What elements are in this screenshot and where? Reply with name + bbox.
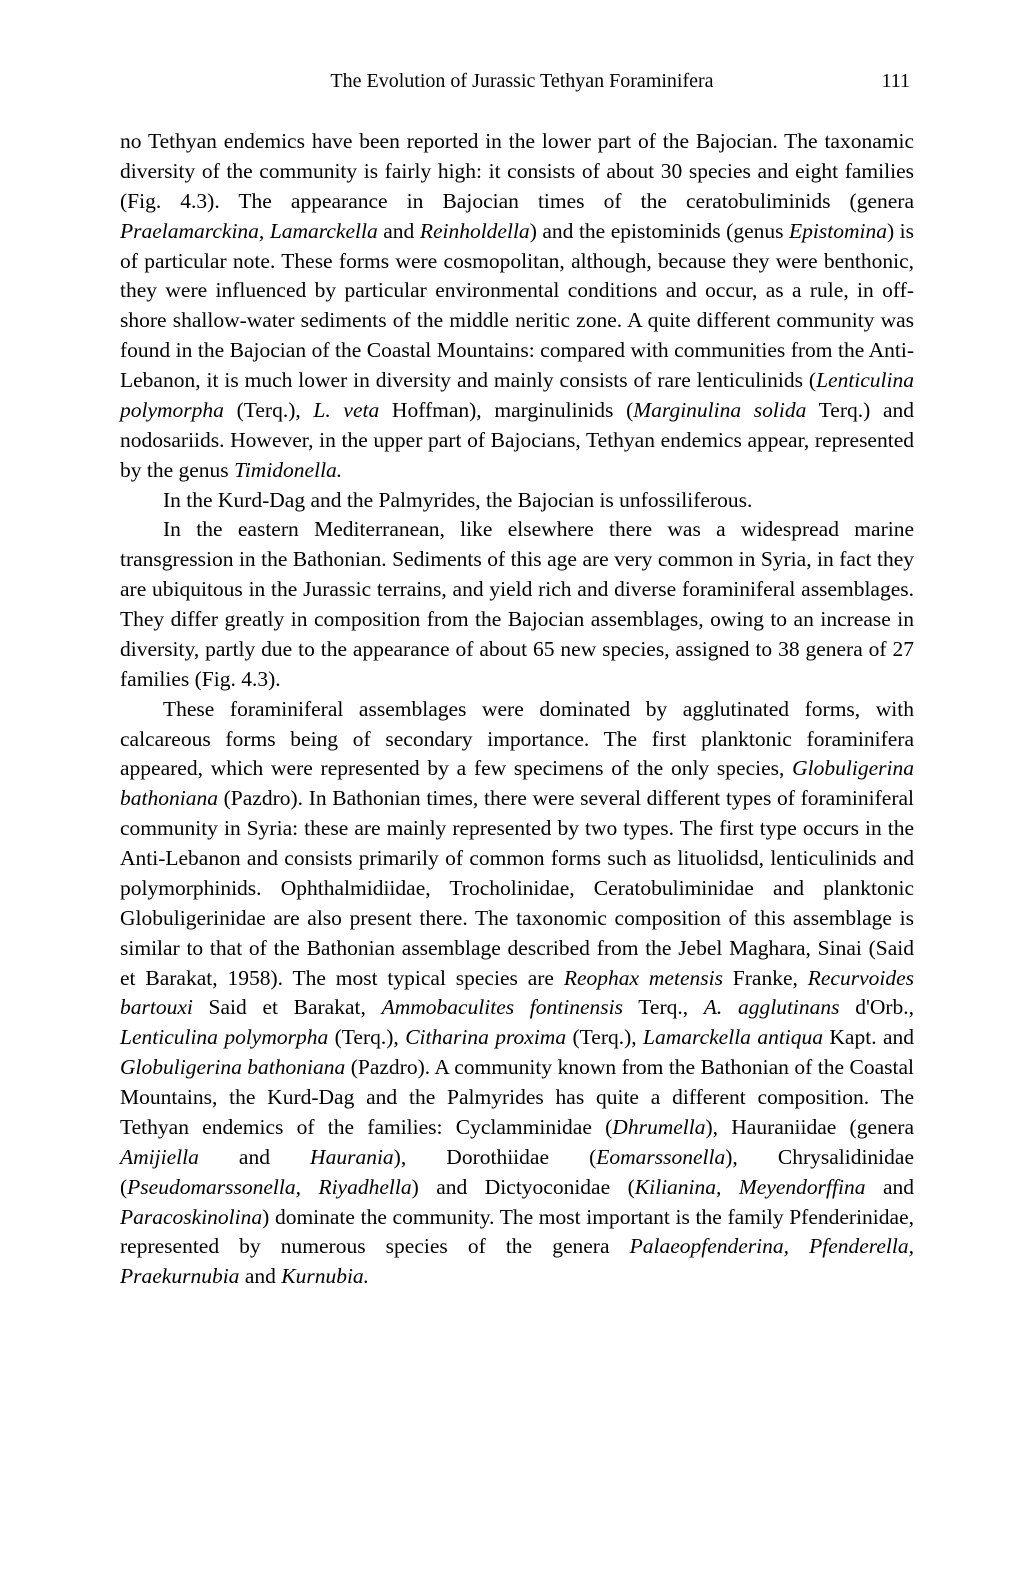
text: Kapt. and bbox=[823, 1025, 914, 1049]
text: (Pazdro). In Bathonian times, there were… bbox=[120, 786, 914, 989]
text: ) and Dictyoconidae ( bbox=[412, 1175, 635, 1199]
taxon-italic: Marginulina solida bbox=[633, 398, 806, 422]
taxon-italic: Eomarssonella bbox=[596, 1145, 725, 1169]
paragraph-4: These foraminiferal assemblages were dom… bbox=[120, 695, 914, 1293]
text: (Terq.), bbox=[566, 1025, 643, 1049]
taxon-italic: Reophax metensis bbox=[564, 966, 723, 990]
taxon-italic: Kilianina, Meyendorffina bbox=[635, 1175, 866, 1199]
text: Said et Barakat, bbox=[193, 995, 382, 1019]
text: ), Dorothiidae ( bbox=[394, 1145, 597, 1169]
running-title: The Evolution of Jurassic Tethyan Forami… bbox=[124, 70, 860, 93]
taxon-italic: Dhrumella bbox=[612, 1115, 705, 1139]
taxon-italic: Lamarckella antiqua bbox=[643, 1025, 823, 1049]
text: ), Hauraniidae (genera bbox=[705, 1115, 914, 1139]
taxon-italic: Lenticulina polymorpha bbox=[120, 1025, 328, 1049]
running-head: The Evolution of Jurassic Tethyan Forami… bbox=[120, 70, 914, 93]
text: Franke, bbox=[723, 966, 808, 990]
text: d'Orb., bbox=[840, 995, 915, 1019]
taxon-italic: L. veta bbox=[313, 398, 379, 422]
taxon-italic: Amijiella bbox=[120, 1145, 199, 1169]
text: (Terq.), bbox=[328, 1025, 405, 1049]
taxon-italic: Timidonella. bbox=[234, 458, 342, 482]
text: no Tethyan endemics have been reported i… bbox=[120, 129, 914, 213]
paragraph-2: In the Kurd-Dag and the Palmyrides, the … bbox=[120, 486, 914, 516]
text: (Terq.), bbox=[224, 398, 314, 422]
taxon-italic: Haurania bbox=[310, 1145, 394, 1169]
text: Hoffman), marginulinids ( bbox=[379, 398, 633, 422]
taxon-italic: Ammobaculites fontinensis bbox=[382, 995, 623, 1019]
text: and bbox=[865, 1175, 914, 1199]
text: and bbox=[378, 219, 420, 243]
paragraph-3: In the eastern Mediterranean, like elsew… bbox=[120, 515, 914, 694]
text: Terq., bbox=[623, 995, 704, 1019]
taxon-italic: Citharina proxima bbox=[405, 1025, 566, 1049]
taxon-italic: Paracoskinolina bbox=[120, 1205, 262, 1229]
text: In the eastern Mediterranean, like elsew… bbox=[120, 517, 914, 690]
taxon-italic: Praelamarckina, Lamarckella bbox=[120, 219, 378, 243]
paragraph-1: no Tethyan endemics have been reported i… bbox=[120, 127, 914, 486]
taxon-italic: A. agglutinans bbox=[704, 995, 840, 1019]
taxon-italic: Reinholdella bbox=[420, 219, 530, 243]
text: ) and the epistominids (genus bbox=[530, 219, 789, 243]
body-text: no Tethyan endemics have been reported i… bbox=[120, 127, 914, 1292]
page-number: 111 bbox=[860, 70, 910, 93]
taxon-italic: Pseudomarssonella, Riyadhella bbox=[127, 1175, 411, 1199]
taxon-italic: Globuligerina bathoniana bbox=[120, 1055, 345, 1079]
text: In the Kurd-Dag and the Palmyrides, the … bbox=[163, 488, 752, 512]
taxon-italic: Epistomina bbox=[789, 219, 887, 243]
text: and bbox=[199, 1145, 310, 1169]
page: The Evolution of Jurassic Tethyan Forami… bbox=[0, 0, 1024, 1587]
text: ) is of particular note. These forms wer… bbox=[120, 219, 914, 392]
text: and bbox=[239, 1264, 281, 1288]
taxon-italic: Kurnubia. bbox=[281, 1264, 369, 1288]
